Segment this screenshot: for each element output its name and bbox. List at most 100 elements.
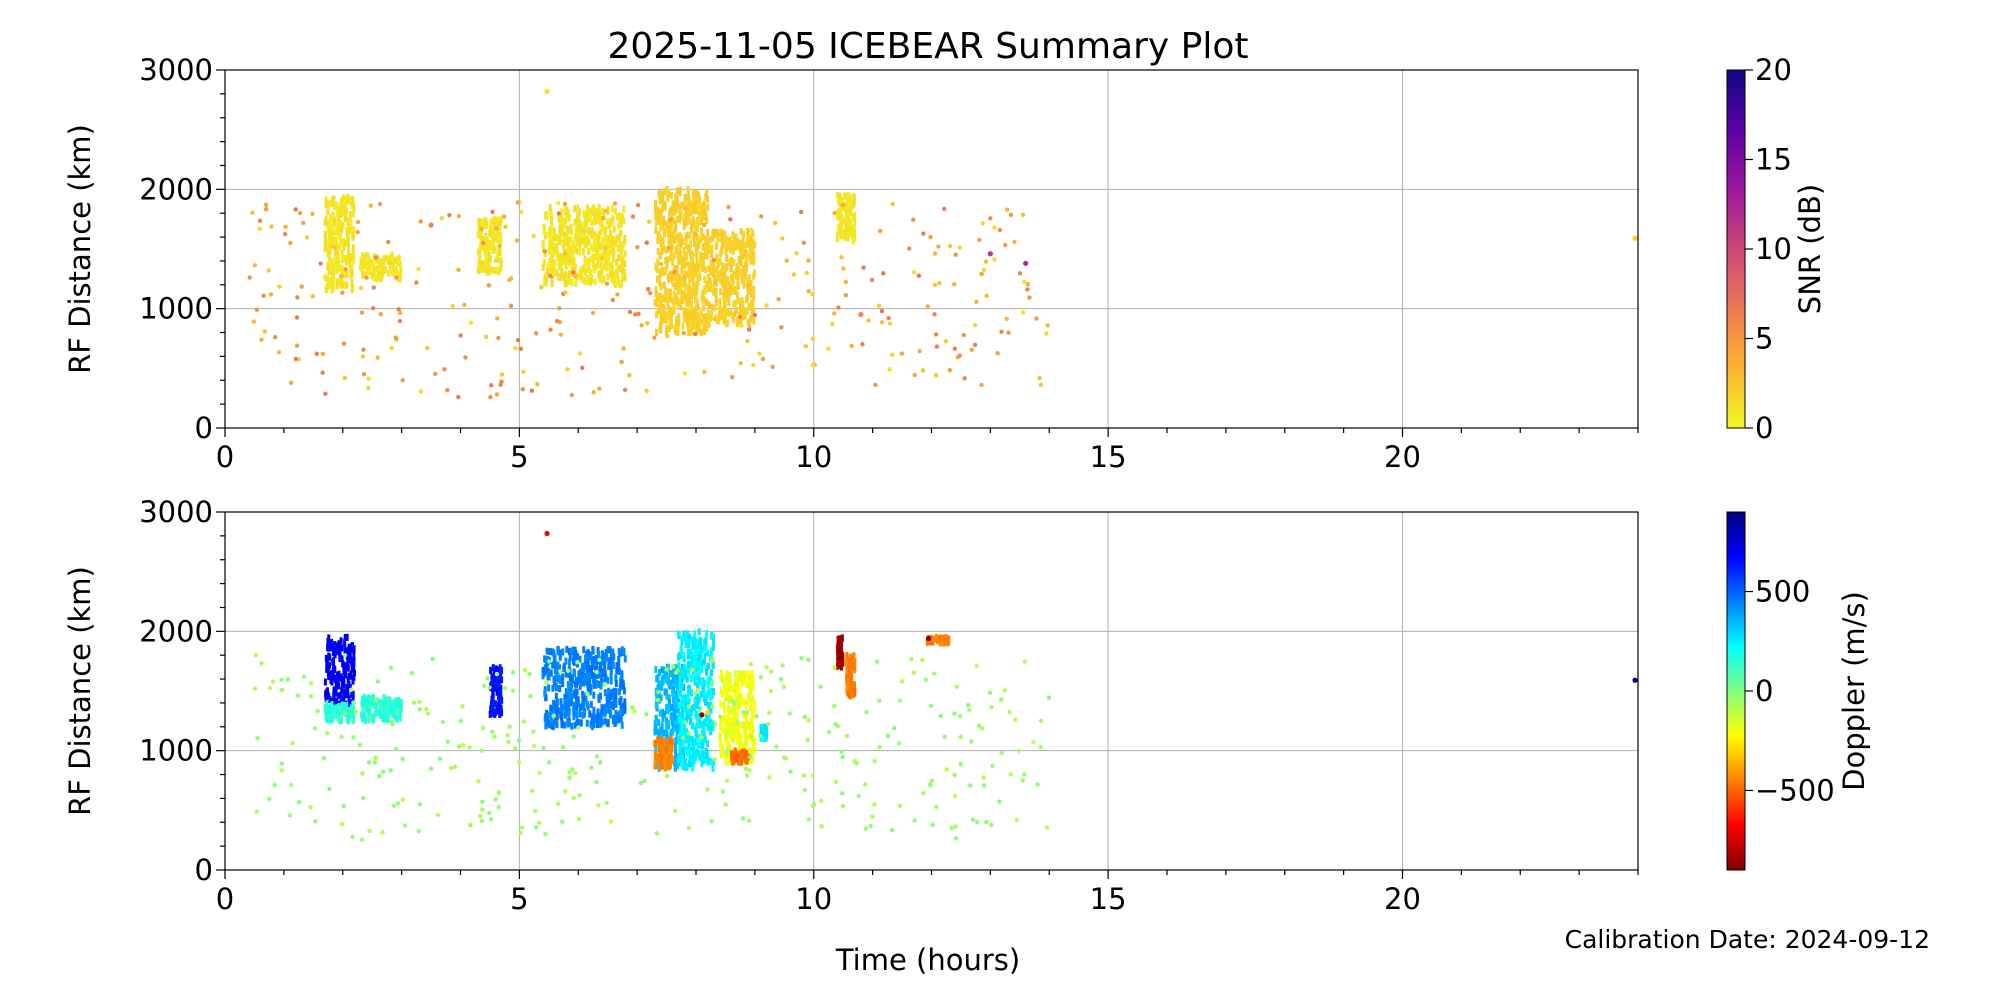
data-point [677, 630, 681, 638]
data-point [627, 309, 633, 315]
data-point [583, 268, 587, 276]
data-point [599, 682, 603, 690]
data-point [563, 206, 567, 214]
data-point [335, 280, 339, 288]
data-point [543, 258, 547, 266]
data-point [657, 190, 661, 198]
data-point [724, 778, 730, 784]
data-point [685, 310, 689, 318]
data-point [832, 311, 837, 316]
data-point [582, 697, 586, 705]
data-point [253, 653, 259, 658]
data-point [806, 817, 812, 822]
data-point [742, 312, 746, 320]
data-point [602, 252, 606, 260]
data-point [990, 763, 995, 768]
data-point [753, 241, 757, 249]
data-point [377, 261, 381, 269]
data-point [553, 259, 557, 267]
data-point [702, 658, 706, 666]
data-point [693, 696, 697, 704]
data-point [639, 323, 644, 328]
data-point [714, 287, 718, 295]
data-point [806, 289, 811, 294]
data-point [250, 210, 255, 215]
data-point [333, 674, 337, 682]
data-point [614, 693, 618, 701]
data-point [368, 203, 373, 208]
data-point [562, 201, 568, 207]
data-point [981, 783, 987, 788]
colorbar-tick-label: 500 [1755, 575, 1810, 609]
data-point [541, 245, 545, 253]
data-point [724, 690, 728, 698]
data-point [728, 217, 733, 222]
data-point [706, 285, 710, 293]
data-point [662, 215, 666, 223]
data-point [745, 283, 751, 288]
data-point [254, 307, 259, 312]
data-point [819, 798, 824, 804]
data-point [686, 825, 692, 831]
data-point [705, 787, 710, 792]
data-point [711, 643, 715, 651]
data-point [545, 713, 549, 721]
data-point [740, 673, 744, 681]
data-point [958, 762, 963, 767]
data-point [659, 293, 663, 301]
data-point [837, 223, 841, 231]
data-point [561, 679, 565, 687]
data-point [590, 662, 594, 670]
data-point [660, 269, 664, 277]
data-point [591, 676, 595, 684]
data-point [353, 709, 359, 714]
data-point [745, 698, 749, 706]
data-point [702, 729, 706, 737]
data-point [700, 253, 704, 261]
data-point [677, 754, 681, 762]
data-point [670, 191, 674, 199]
data-point [593, 239, 597, 247]
data-point [664, 328, 668, 336]
data-point [416, 829, 421, 834]
data-point [757, 733, 763, 739]
data-point [810, 773, 816, 778]
data-point [981, 267, 986, 273]
data-point [676, 300, 680, 308]
data-point [744, 255, 748, 263]
data-point [686, 704, 692, 709]
data-point [585, 700, 589, 708]
data-point [556, 645, 560, 653]
data-point [740, 306, 744, 314]
data-point [1038, 744, 1043, 750]
data-point [581, 679, 585, 687]
data-point [387, 269, 391, 277]
data-point [966, 702, 971, 708]
data-point [333, 228, 337, 236]
data-point [778, 676, 784, 682]
data-point [377, 709, 381, 717]
data-point [341, 803, 346, 809]
data-point [679, 250, 683, 258]
data-point [733, 233, 737, 241]
data-point [368, 261, 372, 269]
data-point [678, 299, 682, 307]
data-point [484, 233, 488, 241]
data-point [521, 719, 527, 724]
data-point [979, 271, 984, 277]
data-point [654, 666, 658, 674]
data-point [609, 667, 613, 675]
data-point [349, 217, 353, 225]
data-point [561, 673, 565, 681]
data-point [703, 734, 707, 742]
data-point [580, 237, 584, 245]
data-point [340, 204, 344, 212]
data-point [666, 663, 670, 671]
data-point [676, 251, 680, 259]
data-point [346, 193, 350, 201]
data-point [496, 220, 500, 228]
data-point [491, 684, 495, 692]
data-point [911, 670, 916, 675]
